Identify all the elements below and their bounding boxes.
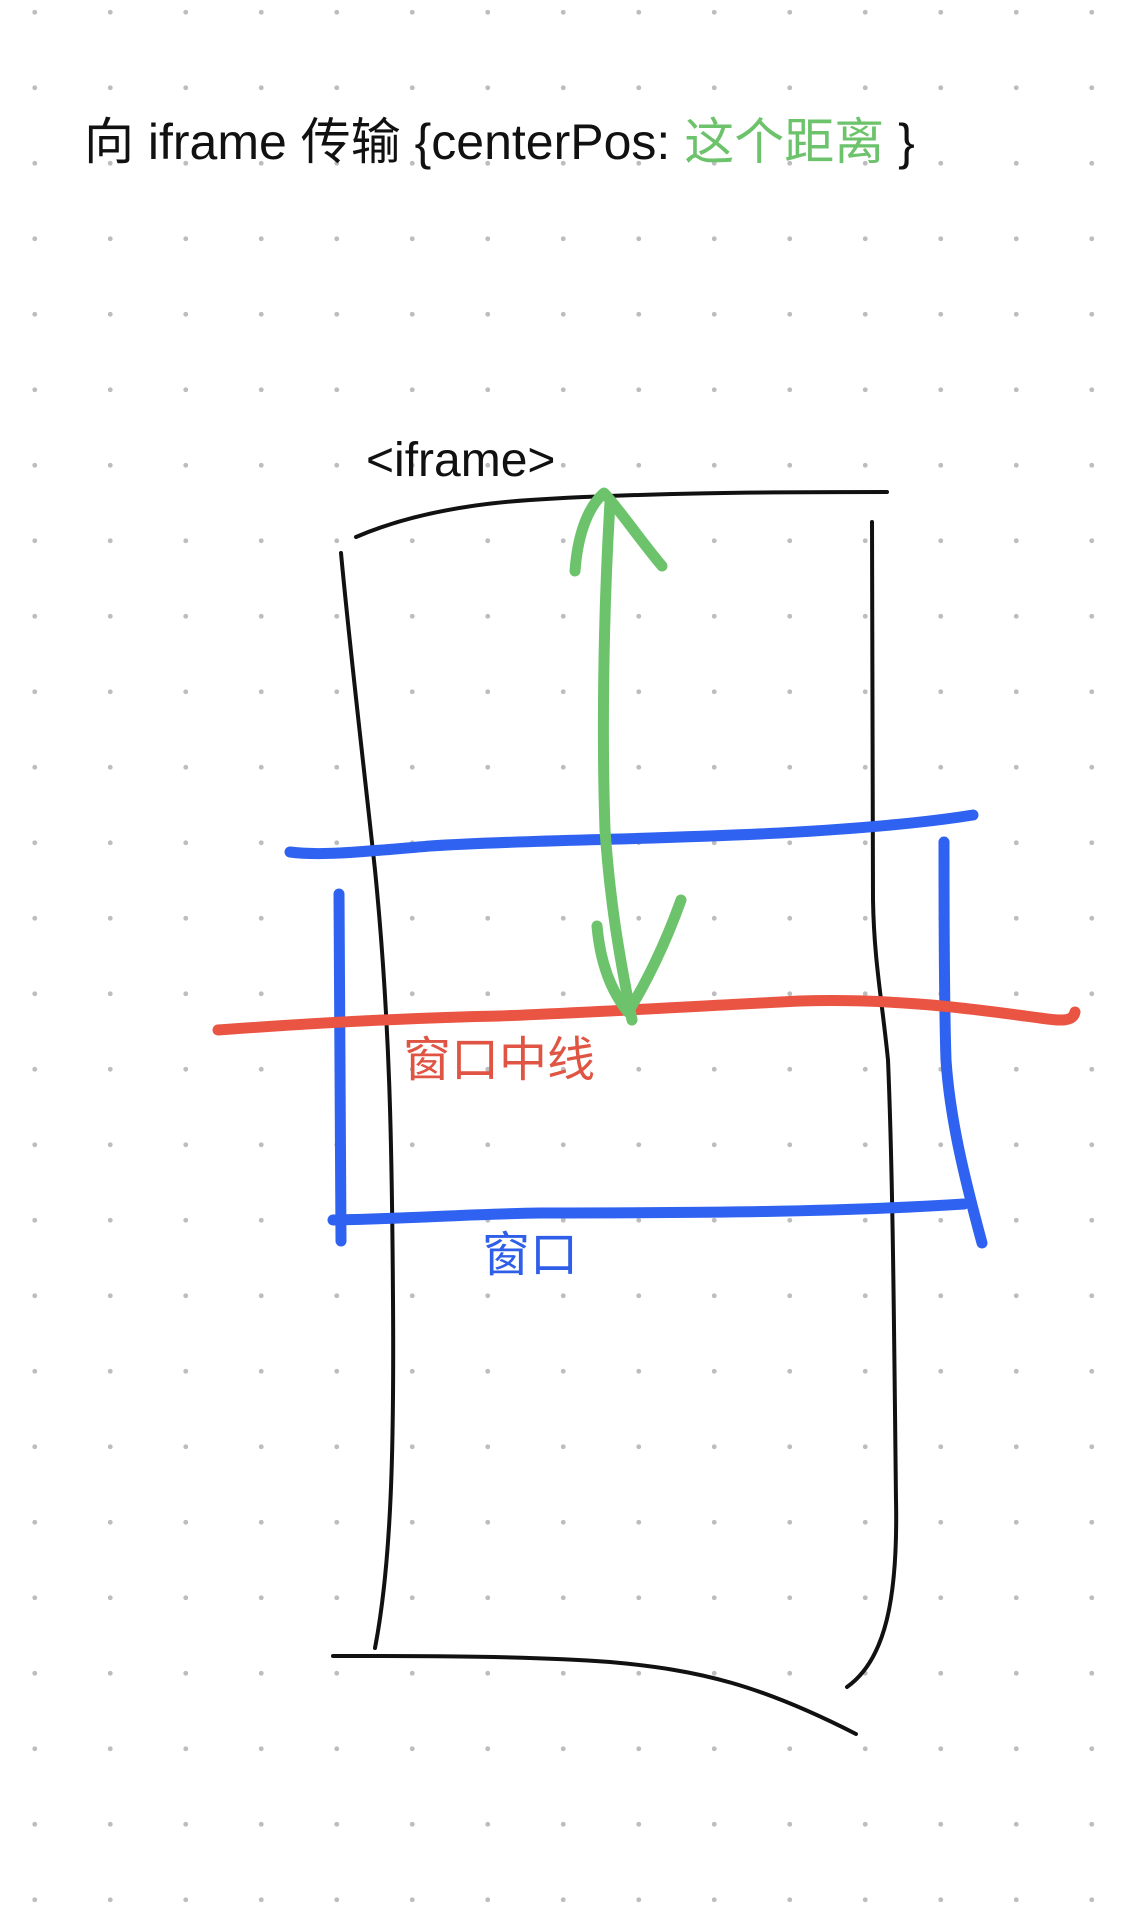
window-center-line	[212, 995, 1081, 1036]
iframe-top-edge	[354, 490, 889, 539]
window-center-line-label: 窗口中线	[403, 1034, 596, 1087]
window-left-edge	[333, 888, 347, 1247]
iframe-right-edge	[845, 520, 899, 1689]
distance-arrow	[569, 487, 687, 1026]
distance-arrow-top-head	[569, 487, 668, 577]
window-label: 窗口	[482, 1229, 579, 1282]
iframe-left-edge	[339, 551, 396, 1650]
title-suffix: }	[884, 114, 915, 170]
iframe-outline	[331, 490, 899, 1736]
title-prefix: 向 iframe 传输 {centerPos:	[84, 114, 685, 170]
title-highlight: 这个距离	[684, 114, 885, 170]
distance-arrow-bottom-head	[591, 894, 687, 1018]
page-title: 向 iframe 传输 {centerPos: 这个距离 }	[84, 117, 915, 167]
window-box	[284, 809, 988, 1249]
window-right-edge	[938, 836, 988, 1249]
iframe-bottom-edge	[331, 1654, 858, 1736]
window-top-edge	[284, 809, 979, 860]
iframe-label: <iframe>	[366, 434, 556, 487]
distance-arrow-shaft	[597, 496, 638, 1026]
window-bottom-edge	[327, 1198, 970, 1226]
